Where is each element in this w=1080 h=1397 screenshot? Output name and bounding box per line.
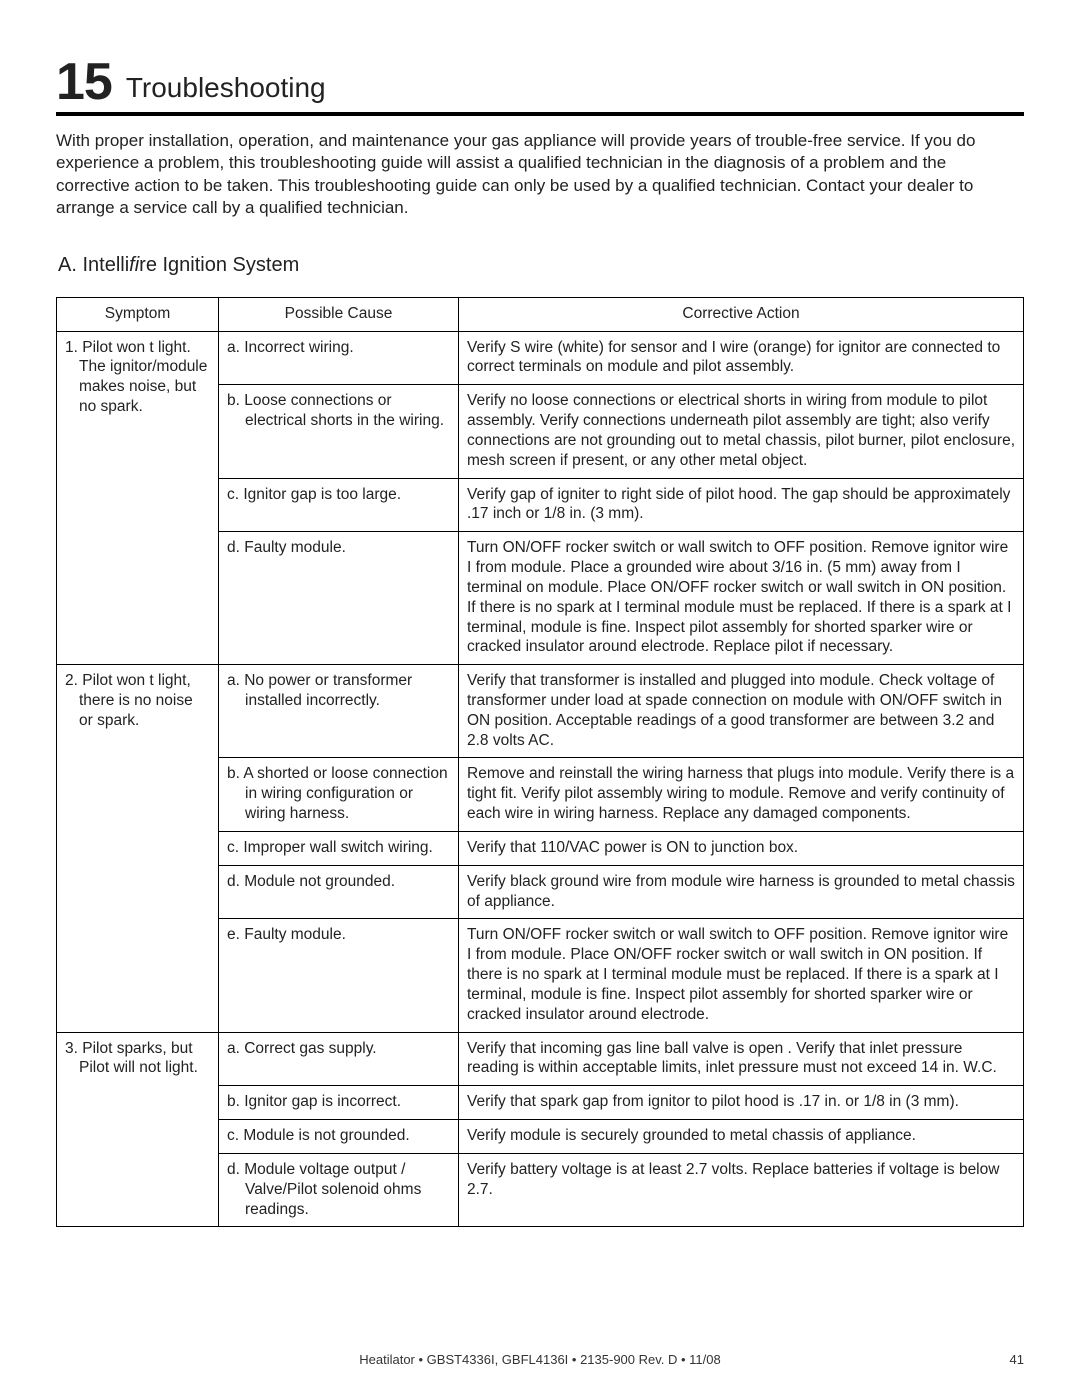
- action-cell: Verify that incoming gas line ball valve…: [459, 1032, 1024, 1086]
- symptom-cell: 2. Pilot won t light, there is no noise …: [57, 665, 219, 1032]
- table-header-row: Symptom Possible Cause Corrective Action: [57, 297, 1024, 331]
- header-cause: Possible Cause: [219, 297, 459, 331]
- action-cell: Turn ON/OFF rocker switch or wall switch…: [459, 919, 1024, 1032]
- table-row: 1. Pilot won t light. The ignitor/module…: [57, 331, 1024, 385]
- subsection-title: A. Intellifire Ignition System: [56, 254, 1024, 277]
- action-cell: Remove and reinstall the wiring harness …: [459, 758, 1024, 831]
- symptom-text: 3. Pilot sparks, but Pilot will not ligh…: [65, 1039, 210, 1079]
- symptom-text: 1. Pilot won t light. The ignitor/module…: [65, 338, 210, 417]
- cause-cell: e. Faulty module.: [219, 919, 459, 1032]
- action-cell: Verify S wire (white) for sensor and I w…: [459, 331, 1024, 385]
- cause-cell: a. No power or transformer installed inc…: [219, 665, 459, 758]
- intro-paragraph: With proper installation, operation, and…: [56, 130, 1024, 220]
- header-action: Corrective Action: [459, 297, 1024, 331]
- footer-page-number: 41: [1010, 1352, 1024, 1367]
- subsection-italic: fi: [129, 254, 139, 276]
- action-cell: Verify battery voltage is at least 2.7 v…: [459, 1153, 1024, 1226]
- action-cell: Verify black ground wire from module wir…: [459, 865, 1024, 919]
- cause-cell: d. Module not grounded.: [219, 865, 459, 919]
- table-row: 3. Pilot sparks, but Pilot will not ligh…: [57, 1032, 1024, 1086]
- table-row: 2. Pilot won t light, there is no noise …: [57, 665, 1024, 758]
- action-cell: Verify module is securely grounded to me…: [459, 1120, 1024, 1154]
- cause-cell: c. Ignitor gap is too large.: [219, 478, 459, 532]
- cause-cell: b. A shorted or loose connection in wiri…: [219, 758, 459, 831]
- footer-line: Heatilator • GBST4336I, GBFL4136I • 2135…: [56, 1352, 1024, 1367]
- header-symptom: Symptom: [57, 297, 219, 331]
- subsection-prefix: A. Intelli: [58, 254, 129, 276]
- action-cell: Verify no loose connections or electrica…: [459, 385, 1024, 478]
- cause-cell: c. Improper wall switch wiring.: [219, 831, 459, 865]
- cause-cell: a. Incorrect wiring.: [219, 331, 459, 385]
- action-cell: Verify gap of igniter to right side of p…: [459, 478, 1024, 532]
- cause-cell: a. Correct gas supply.: [219, 1032, 459, 1086]
- action-cell: Turn ON/OFF rocker switch or wall switch…: [459, 532, 1024, 665]
- section-number: 15: [56, 56, 112, 108]
- section-title: Troubleshooting: [126, 74, 326, 108]
- action-cell: Verify that transformer is installed and…: [459, 665, 1024, 758]
- symptom-cell: 3. Pilot sparks, but Pilot will not ligh…: [57, 1032, 219, 1227]
- cause-cell: d. Module voltage output / Valve/Pilot s…: [219, 1153, 459, 1226]
- cause-cell: b. Ignitor gap is incorrect.: [219, 1086, 459, 1120]
- cause-cell: d. Faulty module.: [219, 532, 459, 665]
- action-cell: Verify that 110/VAC power is ON to junct…: [459, 831, 1024, 865]
- symptom-text: 2. Pilot won t light, there is no noise …: [65, 671, 210, 730]
- troubleshooting-table: Symptom Possible Cause Corrective Action…: [56, 297, 1024, 1228]
- action-cell: Verify that spark gap from ignitor to pi…: [459, 1086, 1024, 1120]
- page: 15 Troubleshooting With proper installat…: [0, 0, 1080, 1397]
- subsection-suffix: re Ignition System: [139, 254, 299, 276]
- section-header: 15 Troubleshooting: [56, 56, 1024, 116]
- page-footer: Heatilator • GBST4336I, GBFL4136I • 2135…: [56, 1352, 1024, 1367]
- symptom-cell: 1. Pilot won t light. The ignitor/module…: [57, 331, 219, 665]
- cause-cell: c. Module is not grounded.: [219, 1120, 459, 1154]
- cause-cell: b. Loose connections or electrical short…: [219, 385, 459, 478]
